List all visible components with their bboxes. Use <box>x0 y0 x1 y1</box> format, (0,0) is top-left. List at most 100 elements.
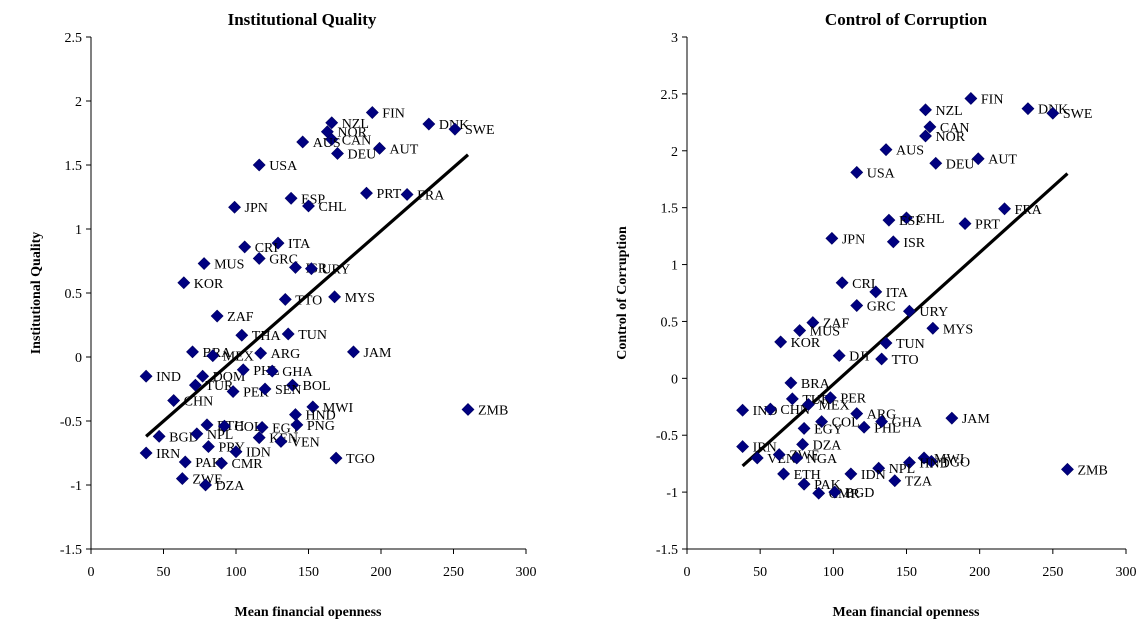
data-point-jpn <box>228 200 241 214</box>
point-label-aus: AUS <box>896 144 924 159</box>
data-point-grc <box>850 299 864 312</box>
point-label-col: COL <box>832 416 860 431</box>
y-tick-label: 0.5 <box>661 315 679 330</box>
y-tick-label: -0.5 <box>60 415 82 430</box>
data-point-deu <box>331 147 344 160</box>
point-label-gha: GHA <box>892 416 923 431</box>
point-label-tur: TUR <box>205 379 234 394</box>
data-point-mus <box>197 257 211 270</box>
y-tick-label: 2.5 <box>65 31 83 46</box>
point-label-idn: IDN <box>861 468 886 483</box>
point-label-usa: USA <box>269 159 298 174</box>
point-label-grc: GRC <box>867 300 896 315</box>
x-tick-label: 300 <box>516 565 537 580</box>
data-point-nga <box>790 451 804 465</box>
data-point-prt <box>360 186 373 200</box>
y-tick-label: 0.5 <box>65 287 83 302</box>
data-point-egy <box>797 421 811 435</box>
data-point-fin <box>964 92 978 105</box>
point-label-zmb: ZMB <box>1077 463 1107 478</box>
point-label-hnd: HND <box>919 457 949 472</box>
point-label-jpn: JPN <box>245 201 268 216</box>
point-label-png: PNG <box>307 419 335 434</box>
data-point-swe <box>1046 106 1060 120</box>
chart-title: Institutional Quality <box>228 10 377 29</box>
data-point-sen <box>258 382 272 396</box>
point-label-ven: VEN <box>291 435 320 450</box>
point-label-mwi: MWI <box>934 452 965 467</box>
data-point-aus <box>879 143 893 157</box>
data-point-tgo <box>924 454 938 468</box>
point-label-usa: USA <box>867 166 896 181</box>
data-point-kor <box>177 276 191 290</box>
point-label-arg: ARG <box>271 347 301 362</box>
data-point-idn <box>844 467 858 481</box>
x-tick-label: 200 <box>969 565 990 580</box>
data-point-irn <box>736 440 750 454</box>
data-point-nzl <box>919 103 932 117</box>
y-tick-label: 0 <box>671 372 678 387</box>
chart-title: Control of Corruption <box>825 10 988 29</box>
point-label-ury: URY <box>919 305 948 320</box>
data-point-phl <box>857 420 871 434</box>
y-tick-label: 1.5 <box>661 202 679 217</box>
data-point-tza <box>888 474 902 488</box>
point-label-mex: MEX <box>818 399 849 414</box>
point-label-dji: DJI <box>849 350 870 365</box>
point-label-cri: CRI <box>852 277 876 292</box>
data-point-aut <box>373 141 386 155</box>
y-axis-title: Control of Corruption <box>615 226 630 360</box>
data-point-fra <box>400 188 414 201</box>
data-point-col <box>217 419 231 433</box>
point-label-tun: TUN <box>298 328 327 343</box>
point-label-per: PER <box>840 392 866 407</box>
y-axis-title: Institutional Quality <box>29 232 44 355</box>
data-point-hnd <box>903 456 916 469</box>
point-label-eth: ETH <box>794 468 821 483</box>
data-point-arg <box>850 407 864 421</box>
point-label-kor: KOR <box>194 277 224 292</box>
point-label-mys: MYS <box>345 291 375 306</box>
data-point-mys <box>926 321 940 335</box>
data-point-per <box>226 385 240 398</box>
data-point-ind <box>736 403 750 417</box>
point-label-kor: KOR <box>791 336 821 351</box>
point-label-tto: TTO <box>295 293 322 308</box>
data-point-aut <box>971 152 985 166</box>
point-label-dom: DOM <box>213 370 246 385</box>
point-label-grc: GRC <box>269 252 298 267</box>
point-label-tto: TTO <box>892 353 919 368</box>
data-point-zwe <box>772 448 786 461</box>
point-label-bgd: BGD <box>845 486 875 501</box>
data-point-dnk <box>1021 102 1035 116</box>
y-tick-label: 2 <box>75 95 82 110</box>
data-point-nor <box>919 129 932 143</box>
data-point-chn <box>167 394 181 407</box>
data-point-tur <box>188 378 202 392</box>
point-label-dza: DZA <box>813 438 843 453</box>
point-label-nga: NGA <box>807 452 838 467</box>
trend-line <box>145 153 470 438</box>
data-point-egy <box>255 420 269 434</box>
data-point-tgo <box>329 451 343 465</box>
point-label-jam: JAM <box>363 346 392 361</box>
data-point-arg <box>254 346 268 360</box>
point-label-chn: CHN <box>184 395 214 410</box>
point-label-hnd: HND <box>305 409 335 424</box>
data-point-isr <box>289 260 302 274</box>
point-label-zwe: ZWE <box>192 473 222 488</box>
data-point-chl <box>900 211 913 225</box>
data-point-tha <box>235 328 249 342</box>
data-point-tto <box>875 352 889 366</box>
data-point-dza <box>796 437 810 451</box>
point-label-arg: ARG <box>867 408 897 423</box>
point-label-mys: MYS <box>943 322 973 337</box>
point-label-nor: NOR <box>337 126 367 141</box>
data-point-tto <box>278 292 292 306</box>
y-tick-label: 3 <box>671 31 678 46</box>
data-point-pak <box>797 477 811 491</box>
data-point-npl <box>872 461 886 475</box>
point-label-nzl: NZL <box>936 104 963 119</box>
point-label-fra: FRA <box>417 188 445 203</box>
